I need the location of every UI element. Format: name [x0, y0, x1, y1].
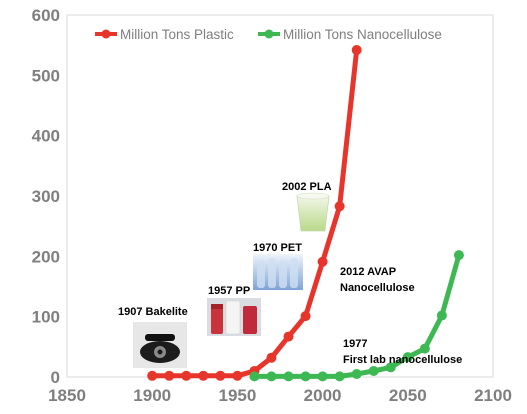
y-tick-label: 300 [32, 187, 60, 206]
y-tick-label: 400 [32, 127, 60, 146]
data-point-million-tons-nanocellulose [334, 371, 345, 382]
legend-item-nanocellulose: Million Tons Nanocellulose [258, 27, 442, 42]
data-point-million-tons-nanocellulose [266, 371, 277, 382]
data-point-million-tons-nanocellulose [436, 310, 447, 321]
data-point-million-tons-plastic [300, 311, 311, 322]
data-point-million-tons-plastic [232, 370, 243, 381]
data-point-million-tons-nanocellulose [300, 371, 311, 382]
y-tick-label: 500 [32, 66, 60, 85]
data-point-million-tons-nanocellulose [351, 368, 362, 379]
plot-area-frame [66, 14, 494, 378]
y-tick-label: 200 [32, 247, 60, 266]
y-axis: 0 100 200 300 400 500 600 [32, 6, 60, 387]
legend-label-nanocellulose: Million Tons Nanocellulose [283, 27, 442, 42]
annotation-pp: 1957 PP [208, 285, 250, 297]
data-point-million-tons-plastic [198, 370, 209, 381]
y-tick-label: 0 [51, 368, 60, 387]
x-tick-label: 2100 [474, 386, 512, 405]
y-tick-label: 600 [32, 6, 60, 25]
data-point-million-tons-nanocellulose [453, 250, 464, 261]
series-million-tons-nanocellulose [249, 250, 464, 382]
annotation-avap: 2012 AVAP Nanocellulose [340, 266, 415, 294]
legend-marker-plastic [101, 29, 111, 39]
series-million-tons-plastic [147, 44, 362, 381]
series-layer [147, 44, 464, 382]
sample-bottles-icon [207, 298, 261, 336]
data-point-million-tons-nanocellulose [317, 371, 328, 382]
legend-marker-nanocellulose [264, 29, 274, 39]
telephone-icon [133, 322, 187, 368]
data-point-million-tons-plastic [181, 370, 192, 381]
legend: Million Tons Plastic Million Tons Nanoce… [95, 27, 442, 42]
legend-label-plastic: Million Tons Plastic [120, 27, 234, 42]
x-tick-label: 1950 [218, 386, 256, 405]
annotation-bakelite: 1907 Bakelite [118, 306, 188, 318]
y-tick-label: 100 [32, 308, 60, 327]
data-point-million-tons-plastic [147, 370, 158, 381]
annotation-first-lab: 1977 First lab nanocellulose [343, 338, 462, 366]
annotation-pet: 1970 PET [253, 242, 302, 254]
data-point-million-tons-plastic [283, 331, 294, 342]
data-point-million-tons-nanocellulose [368, 365, 379, 376]
data-point-million-tons-plastic [317, 256, 328, 267]
data-point-million-tons-plastic [351, 44, 362, 55]
data-point-million-tons-plastic [266, 352, 277, 363]
x-tick-label: 1850 [48, 386, 86, 405]
plastic-cup-icon [296, 192, 330, 232]
legend-item-plastic: Million Tons Plastic [95, 27, 234, 42]
data-point-million-tons-nanocellulose [249, 371, 260, 382]
x-tick-label: 2000 [304, 386, 342, 405]
data-point-million-tons-nanocellulose [402, 352, 413, 363]
data-point-million-tons-nanocellulose [385, 362, 396, 373]
data-point-million-tons-nanocellulose [283, 371, 294, 382]
data-point-million-tons-plastic [215, 370, 226, 381]
x-tick-label: 2050 [389, 386, 427, 405]
data-point-million-tons-plastic [334, 201, 345, 212]
data-point-million-tons-nanocellulose [419, 343, 430, 354]
data-point-million-tons-plastic [164, 370, 175, 381]
annotation-pla: 2002 PLA [282, 181, 332, 193]
x-axis: 1850 1900 1950 2000 2050 2100 [48, 386, 512, 405]
water-bottles-icon [253, 254, 303, 290]
x-tick-label: 1900 [133, 386, 171, 405]
